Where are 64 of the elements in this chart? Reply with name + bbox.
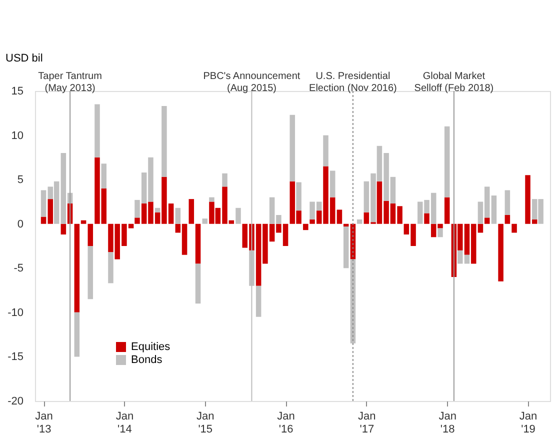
bar [424, 213, 430, 224]
bar [491, 196, 497, 224]
bar [484, 218, 490, 224]
x-tick-label: Jan '13 [35, 410, 53, 436]
legend-label: Bonds [131, 354, 163, 366]
y-tick-label: -10 [8, 306, 24, 319]
ref-line-label: Global Market Selloff (Feb 2018) [414, 71, 494, 94]
ref-line-label: PBC's Announcement (Aug 2015) [203, 71, 300, 94]
bar [256, 286, 262, 317]
x-tick-label: Jan '18 [438, 410, 456, 436]
bar [303, 224, 308, 230]
bar [343, 226, 349, 268]
bar [74, 312, 80, 357]
bar [202, 218, 208, 224]
bar [101, 164, 106, 188]
bar [512, 224, 517, 233]
y-tick-label: 0 [17, 218, 24, 230]
bar [336, 210, 342, 224]
bar [74, 224, 80, 312]
bar [88, 224, 94, 246]
x-tick-label: Jan '17 [358, 410, 376, 436]
bar [209, 197, 214, 202]
bar [40, 190, 46, 217]
bar [296, 182, 302, 211]
bar [48, 199, 54, 224]
bar [478, 224, 484, 233]
y-axis-title: USD bil [6, 52, 43, 64]
bar [108, 252, 114, 284]
bar [80, 220, 86, 224]
x-tick-label: Jan '16 [277, 410, 295, 436]
bar [330, 170, 336, 198]
bar [290, 114, 296, 182]
bar [444, 126, 450, 198]
bar [323, 135, 328, 166]
bar [188, 199, 194, 224]
ref-line-label: U.S. Presidential Election (Nov 2016) [309, 71, 397, 94]
x-tick-label: Jan '15 [196, 410, 214, 436]
y-tick-label: -15 [8, 351, 24, 364]
y-tick-label: 15 [11, 86, 24, 98]
bar [498, 224, 504, 282]
bar [504, 215, 510, 224]
bar [175, 208, 181, 224]
bar [444, 197, 450, 224]
bar [504, 190, 510, 215]
bar [94, 104, 100, 158]
bar [88, 246, 94, 300]
bar [40, 216, 46, 224]
bar [356, 219, 362, 224]
bar [438, 228, 443, 238]
legend-label: Equities [131, 341, 171, 353]
bar [60, 224, 66, 234]
ref-line-label: Taper Tantrum (May 2013) [38, 71, 102, 94]
y-tick-label: 5 [17, 174, 24, 186]
y-tick-label: -5 [14, 262, 24, 275]
bar [195, 264, 201, 304]
bar [222, 173, 228, 187]
bar [154, 208, 160, 212]
y-tick-label: -20 [8, 396, 24, 408]
x-tick-label: Jan '14 [116, 410, 134, 436]
x-tick-label: Jan '19 [519, 410, 538, 436]
bar [236, 208, 241, 224]
bar [195, 224, 201, 264]
y-tick-label: 10 [11, 130, 24, 142]
bar [162, 106, 167, 177]
